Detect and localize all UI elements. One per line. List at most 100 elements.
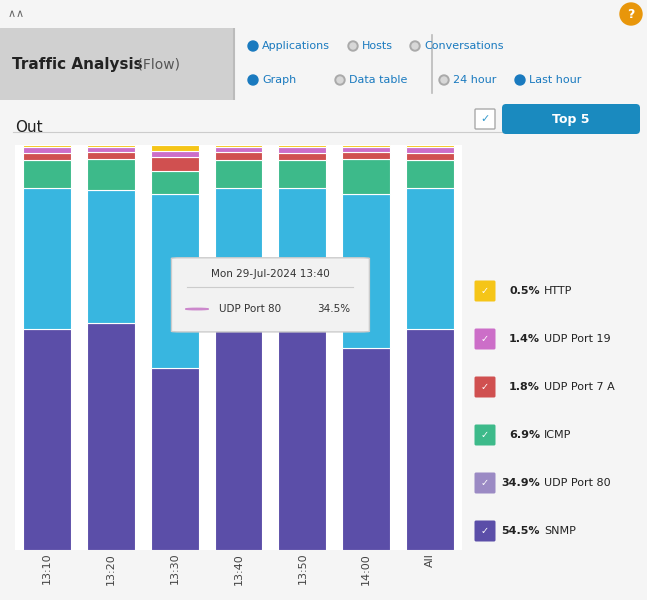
FancyBboxPatch shape [475,109,495,129]
Text: Traffic Analysis: Traffic Analysis [12,56,142,71]
Text: UDP Port 7 A: UDP Port 7 A [544,382,615,392]
Bar [278,188,326,329]
Text: Graph: Graph [262,75,296,85]
Bar [23,188,71,329]
Text: 0.5%: 0.5% [509,286,540,296]
Text: SNMP: SNMP [544,526,576,536]
Bar [342,347,390,550]
Bar [87,323,135,550]
Circle shape [620,3,642,25]
Text: Out: Out [15,120,43,135]
Bar [23,160,71,188]
Circle shape [441,77,447,83]
Bar [278,147,326,152]
Bar [278,160,326,188]
Bar [215,327,263,550]
Bar [151,145,199,151]
Text: 34.5%: 34.5% [317,304,350,314]
Text: Top 5: Top 5 [553,113,590,125]
Bar [215,152,263,160]
FancyBboxPatch shape [502,104,640,134]
Bar [406,145,454,147]
Bar [23,152,71,160]
Bar [406,160,454,188]
Text: Conversations: Conversations [424,41,503,51]
Text: 6.9%: 6.9% [509,430,540,440]
Circle shape [337,77,343,83]
Circle shape [412,43,418,49]
Bar [151,172,199,194]
Bar [215,188,263,327]
Bar [23,329,71,550]
Text: ✓: ✓ [480,114,490,124]
Text: 1.8%: 1.8% [509,382,540,392]
Bar [151,157,199,172]
Bar [406,329,454,550]
Text: 54.5%: 54.5% [501,526,540,536]
Bar [87,147,135,152]
Bar [406,188,454,329]
Text: UDP Port 80: UDP Port 80 [219,304,281,314]
Bar [406,147,454,152]
Bar [215,160,263,188]
Text: ∧: ∧ [16,9,24,19]
Circle shape [439,75,449,85]
Bar [278,329,326,550]
FancyBboxPatch shape [474,425,496,445]
Bar [342,152,390,159]
Bar [215,147,263,152]
Bar [87,159,135,190]
Text: 34.9%: 34.9% [501,478,540,488]
Text: (Flow): (Flow) [133,57,180,71]
Bar [215,145,263,147]
Text: ?: ? [628,7,635,20]
Bar [87,190,135,323]
Bar [278,152,326,160]
Circle shape [350,43,356,49]
Text: ∧: ∧ [8,9,16,19]
Circle shape [335,75,345,85]
Text: UDP Port 80: UDP Port 80 [544,478,611,488]
Bar [151,151,199,157]
Circle shape [248,41,258,51]
Text: ✓: ✓ [481,430,489,440]
Bar [342,159,390,194]
Bar [151,194,199,368]
Text: ICMP: ICMP [544,430,571,440]
Text: ✓: ✓ [481,334,489,344]
Bar [87,152,135,159]
Circle shape [348,41,358,51]
Text: Applications: Applications [262,41,330,51]
Text: ✓: ✓ [481,286,489,296]
Text: Mon 29-Jul-2024 13:40: Mon 29-Jul-2024 13:40 [211,269,330,278]
Circle shape [410,41,420,51]
Text: Last hour: Last hour [529,75,582,85]
Bar [342,145,390,147]
FancyBboxPatch shape [171,258,369,332]
Bar [151,368,199,550]
Circle shape [248,75,258,85]
Text: 24 hour: 24 hour [453,75,496,85]
FancyBboxPatch shape [474,280,496,301]
FancyBboxPatch shape [474,473,496,493]
Text: ✓: ✓ [481,382,489,392]
FancyBboxPatch shape [474,329,496,349]
Text: ✓: ✓ [481,526,489,536]
Bar [278,145,326,147]
Bar [342,194,390,347]
Bar [342,147,390,152]
Text: UDP Port 19: UDP Port 19 [544,334,611,344]
Bar [23,145,71,147]
FancyBboxPatch shape [474,520,496,541]
Text: Hosts: Hosts [362,41,393,51]
Text: HTTP: HTTP [544,286,573,296]
Bar [0,28,233,100]
Text: ✓: ✓ [481,478,489,488]
FancyBboxPatch shape [474,377,496,397]
Bar [87,145,135,147]
Circle shape [515,75,525,85]
Circle shape [186,308,208,310]
Text: 1.4%: 1.4% [509,334,540,344]
Bar [406,152,454,160]
Bar [23,147,71,152]
